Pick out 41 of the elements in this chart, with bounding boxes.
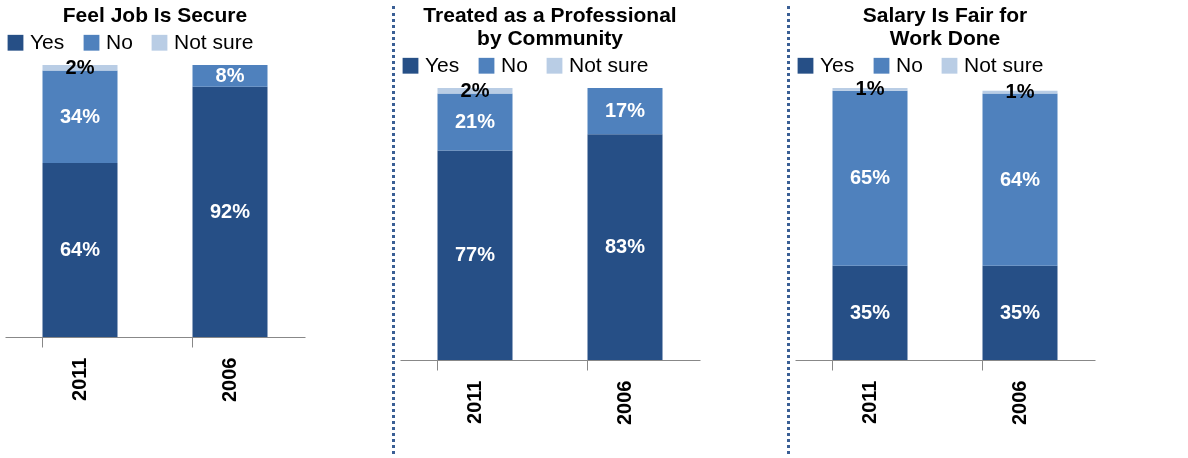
bar (42, 162, 118, 337)
bar (982, 265, 1058, 360)
data-label: 17% (604, 99, 646, 122)
bar (832, 265, 908, 360)
bar (437, 150, 513, 360)
data-label: 34% (59, 104, 101, 127)
data-label: 2% (65, 55, 95, 78)
legend-label: Yes (425, 52, 460, 76)
data-label: 1% (855, 77, 885, 100)
data-label: 21% (454, 110, 496, 132)
chart-title: Salary Is Fair for Work Done (862, 3, 1028, 49)
x-tick-label: 2011 (858, 380, 880, 424)
x-tick-label: 2011 (463, 380, 485, 424)
data-label: 35% (999, 300, 1041, 323)
data-label: 8% (215, 63, 245, 86)
chart-title: Feel Job Is Secure (62, 3, 248, 26)
bar (587, 88, 663, 135)
x-tick-label: 2006 (613, 380, 635, 425)
data-label: 64% (999, 167, 1041, 190)
data-label: 65% (849, 166, 891, 189)
data-label: 2% (460, 78, 490, 101)
legend-label: Yes (820, 52, 855, 76)
x-tick-label: 2006 (218, 357, 240, 402)
legend-label: Not sure (964, 52, 1044, 76)
data-label: 1% (1005, 80, 1035, 103)
data-label: 77% (454, 243, 496, 266)
legend-label: Not sure (569, 52, 649, 76)
legend-label: Yes (30, 29, 65, 53)
x-tick-label: 2006 (1008, 380, 1030, 425)
data-label: 35% (849, 300, 891, 323)
legend-label: No (501, 52, 528, 76)
x-tick-label: 2011 (68, 357, 90, 401)
legend-label: No (896, 52, 923, 76)
legend-label: No (106, 29, 133, 53)
data-label: 64% (59, 237, 101, 260)
bar (192, 86, 268, 337)
legend-label: Not sure (174, 29, 254, 53)
data-label: 92% (209, 199, 251, 222)
chart-title: Treated as a Professional by Community (423, 3, 677, 49)
bar (587, 134, 663, 360)
data-label: 83% (604, 235, 646, 258)
